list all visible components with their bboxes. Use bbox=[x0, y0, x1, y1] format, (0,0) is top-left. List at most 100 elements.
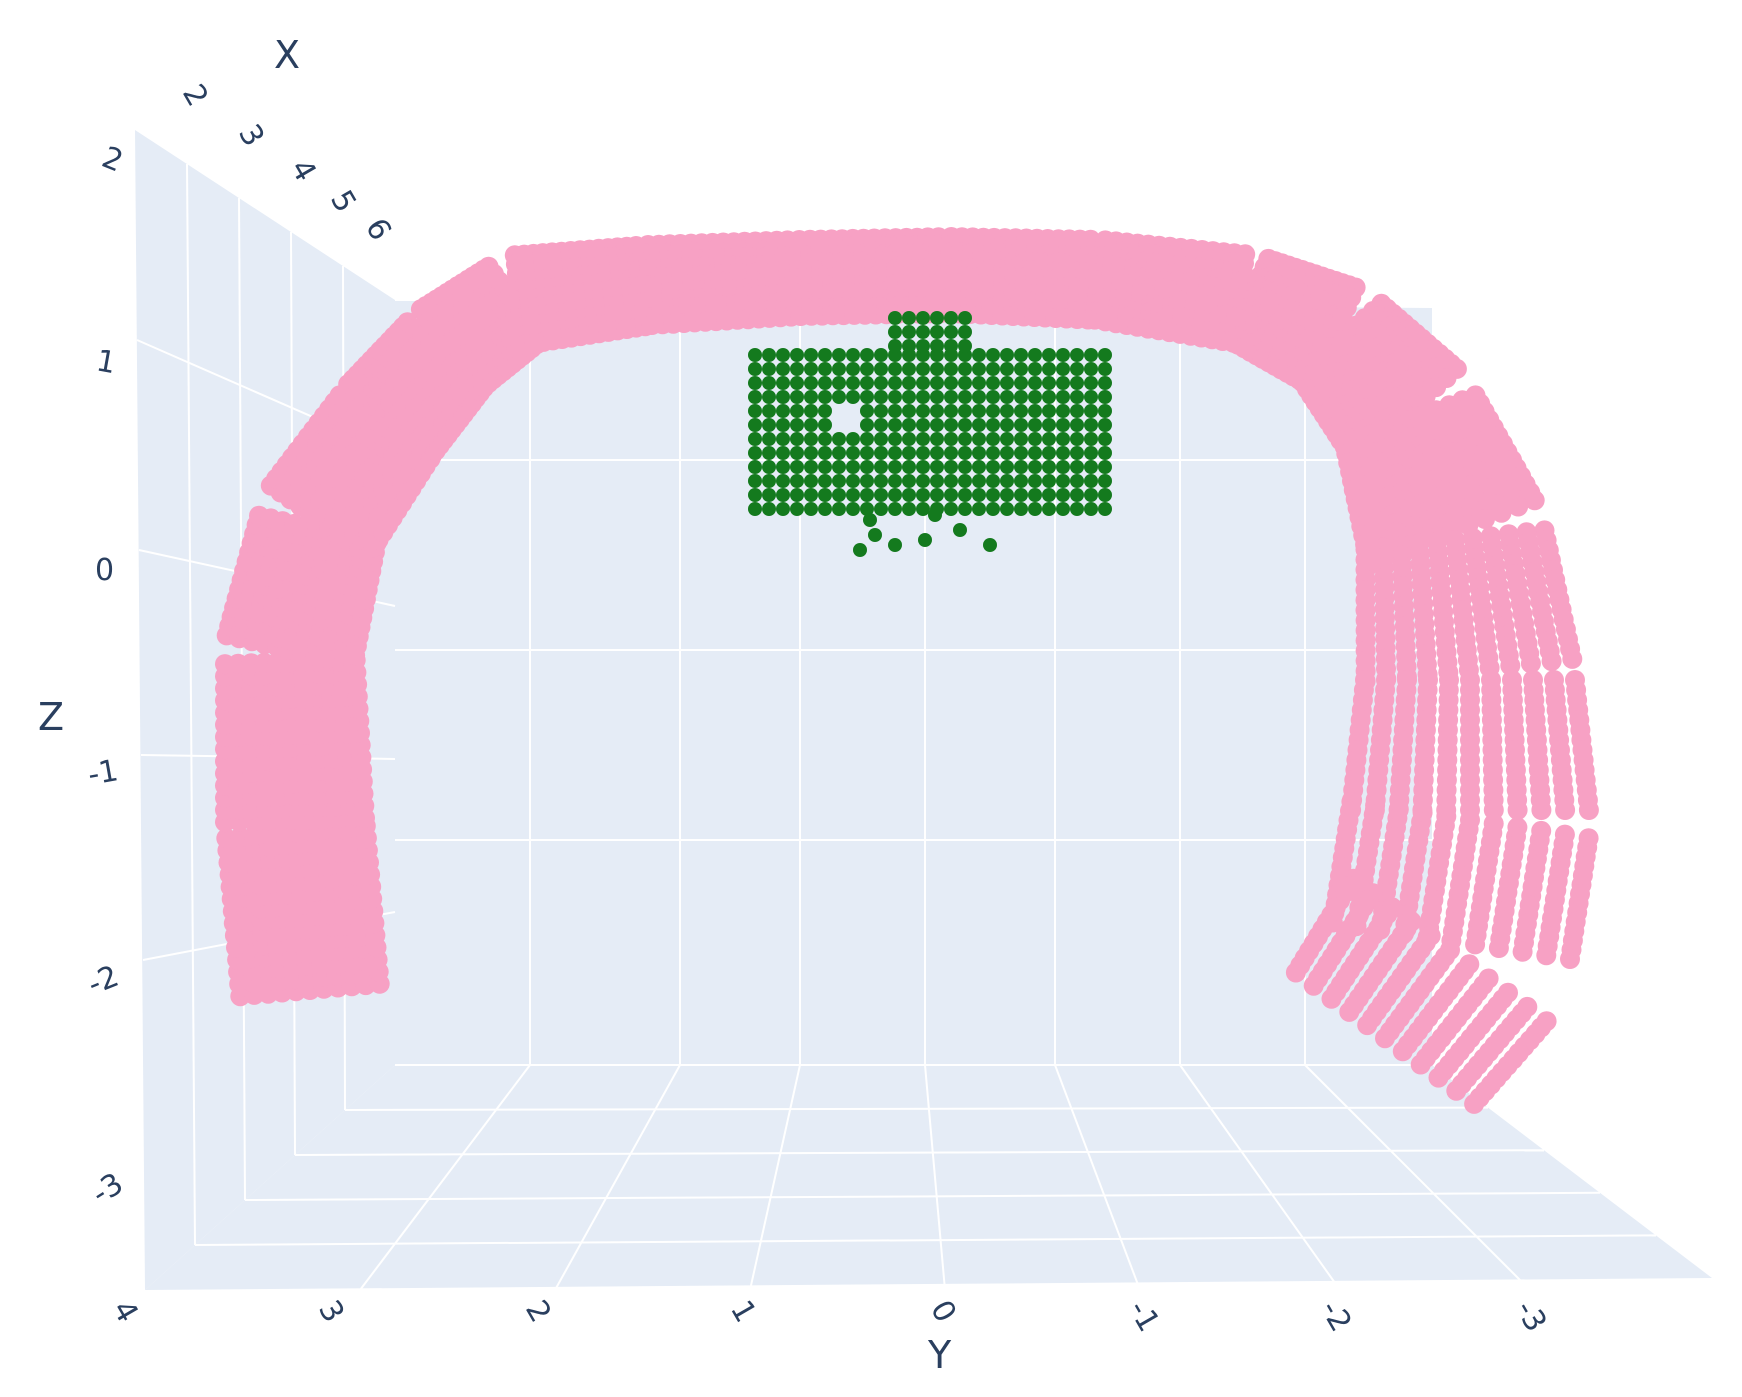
data-point bbox=[902, 339, 916, 353]
data-point bbox=[1084, 404, 1098, 418]
data-point bbox=[930, 488, 944, 502]
data-point bbox=[986, 348, 1000, 362]
data-point bbox=[1520, 653, 1541, 674]
data-point bbox=[1042, 418, 1056, 432]
z-tick-label: -1 bbox=[85, 753, 121, 793]
data-point bbox=[762, 348, 776, 362]
data-point bbox=[902, 432, 916, 446]
data-point bbox=[902, 390, 916, 404]
data-point bbox=[944, 339, 958, 353]
data-point bbox=[986, 376, 1000, 390]
data-point bbox=[972, 404, 986, 418]
data-point bbox=[762, 432, 776, 446]
data-point bbox=[972, 418, 986, 432]
data-point bbox=[1098, 474, 1112, 488]
data-point bbox=[930, 418, 944, 432]
data-point bbox=[888, 502, 902, 516]
data-point bbox=[818, 376, 832, 390]
data-point bbox=[804, 502, 818, 516]
data-point bbox=[818, 404, 832, 418]
data-point bbox=[972, 390, 986, 404]
data-point bbox=[1042, 362, 1056, 376]
data-point bbox=[944, 390, 958, 404]
data-point bbox=[818, 348, 832, 362]
data-point bbox=[944, 502, 958, 516]
data-point bbox=[902, 311, 916, 325]
data-point bbox=[1339, 1001, 1360, 1022]
data-point bbox=[1056, 474, 1070, 488]
data-point bbox=[1000, 362, 1014, 376]
green-series bbox=[748, 311, 1112, 557]
data-point bbox=[916, 446, 930, 460]
data-point bbox=[846, 446, 860, 460]
grid-line bbox=[1304, 1064, 1531, 1291]
data-point bbox=[1028, 404, 1042, 418]
data-point bbox=[874, 502, 888, 516]
data-point bbox=[860, 404, 874, 418]
data-point bbox=[1000, 502, 1014, 516]
data-point bbox=[916, 362, 930, 376]
data-point bbox=[1098, 432, 1112, 446]
data-point bbox=[1084, 502, 1098, 516]
data-point bbox=[832, 460, 846, 474]
data-point bbox=[776, 432, 790, 446]
data-point bbox=[1084, 348, 1098, 362]
data-point bbox=[748, 362, 762, 376]
data-point bbox=[1084, 474, 1098, 488]
y-axis-title: Y bbox=[927, 1333, 952, 1377]
data-point bbox=[818, 390, 832, 404]
y-tick-label: -1 bbox=[1121, 1295, 1166, 1338]
data-point bbox=[832, 390, 846, 404]
grid-line bbox=[186, 163, 196, 1246]
data-point bbox=[1491, 502, 1512, 523]
data-point bbox=[1056, 460, 1070, 474]
data-point bbox=[1578, 800, 1599, 820]
data-point bbox=[762, 502, 776, 516]
data-point bbox=[804, 390, 818, 404]
data-point bbox=[762, 404, 776, 418]
data-point bbox=[930, 325, 944, 339]
data-point bbox=[972, 432, 986, 446]
data-point bbox=[888, 432, 902, 446]
data-point bbox=[944, 474, 958, 488]
data-point bbox=[776, 502, 790, 516]
data-point bbox=[916, 325, 930, 339]
data-point bbox=[1098, 418, 1112, 432]
data-point bbox=[1000, 376, 1014, 390]
data-point bbox=[1098, 390, 1112, 404]
data-point bbox=[804, 404, 818, 418]
data-point bbox=[902, 362, 916, 376]
data-point bbox=[776, 390, 790, 404]
data-point bbox=[1000, 460, 1014, 474]
data-point bbox=[930, 376, 944, 390]
z-axis-title: Z bbox=[38, 695, 64, 739]
data-point bbox=[944, 432, 958, 446]
data-point bbox=[888, 325, 902, 339]
data-point bbox=[1056, 432, 1070, 446]
data-point bbox=[1098, 460, 1112, 474]
data-point bbox=[1555, 800, 1576, 820]
data-point bbox=[762, 474, 776, 488]
data-point bbox=[1014, 432, 1028, 446]
data-point bbox=[930, 404, 944, 418]
data-point bbox=[868, 528, 882, 542]
data-point bbox=[916, 339, 930, 353]
x-tick-label: 6 bbox=[358, 213, 398, 247]
data-point bbox=[1000, 432, 1014, 446]
data-point bbox=[818, 362, 832, 376]
data-point bbox=[874, 362, 888, 376]
data-point bbox=[930, 460, 944, 474]
data-point bbox=[1070, 446, 1084, 460]
y-tick-label: 3 bbox=[311, 1295, 351, 1329]
data-point bbox=[818, 418, 832, 432]
data-point bbox=[958, 325, 972, 339]
data-point bbox=[958, 488, 972, 502]
data-point bbox=[1042, 390, 1056, 404]
data-point bbox=[762, 362, 776, 376]
data-point bbox=[1512, 941, 1533, 962]
data-point bbox=[916, 474, 930, 488]
data-point bbox=[902, 325, 916, 339]
data-point bbox=[1508, 496, 1529, 517]
z-tick-label: 0 bbox=[95, 553, 114, 588]
data-point bbox=[818, 474, 832, 488]
